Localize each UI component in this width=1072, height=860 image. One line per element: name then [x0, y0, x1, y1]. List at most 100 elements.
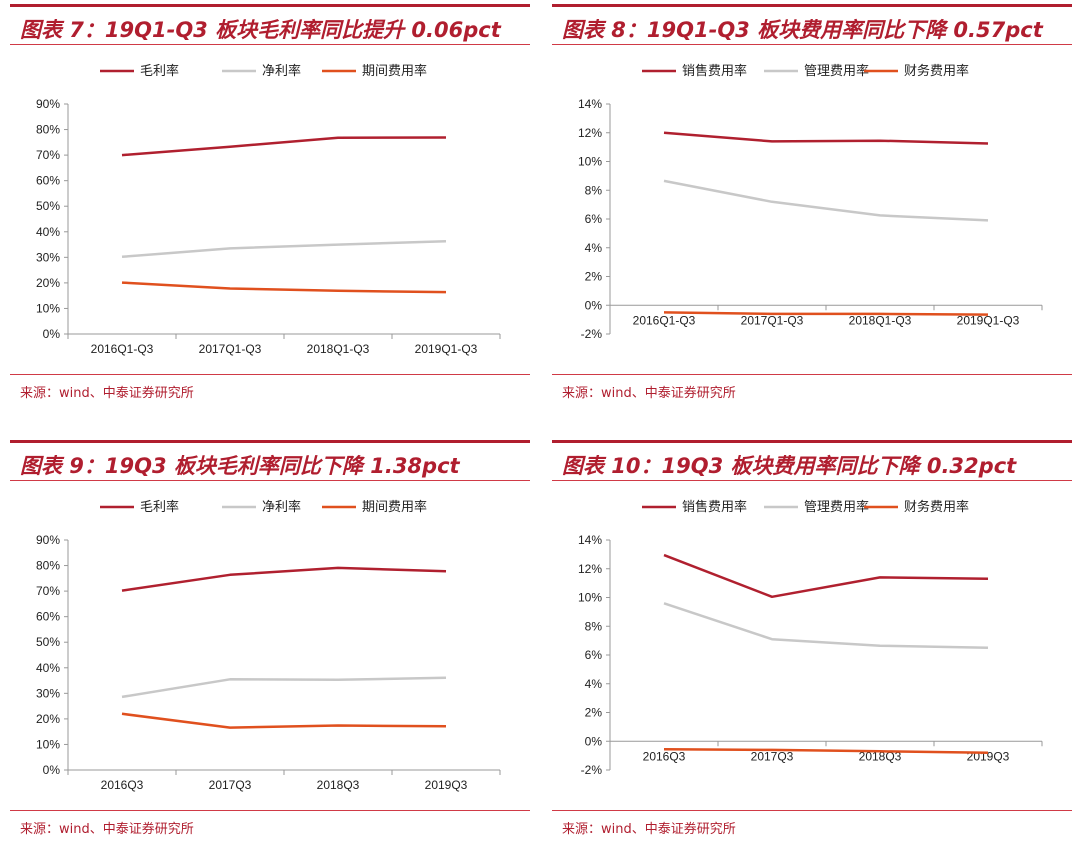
- y-tick-label: 90%: [36, 97, 60, 111]
- series-line-0: [121, 136, 447, 157]
- title-rule: [10, 480, 530, 481]
- x-tick-label-2018q3: 2018Q3: [859, 749, 902, 763]
- y-tick-label: 12%: [578, 562, 602, 576]
- legend-label-0: 销售费用率: [682, 499, 747, 515]
- source-note: 来源：wind、中泰证券研究所: [20, 386, 194, 401]
- series-line-0: [121, 566, 447, 592]
- source-rule: [552, 374, 1072, 375]
- series-line-2: [121, 712, 447, 729]
- chart-svg: 毛利率 净利率 期间费用率 0% 10% 20% 30% 40% 50% 60% 70% 80% 90%…: [36, 499, 501, 792]
- source-rule: [552, 810, 1072, 811]
- x-tick-label-2017q1-q3: 2017Q1-Q3: [199, 342, 262, 356]
- x-tick-label-2018q3: 2018Q3: [317, 778, 360, 792]
- source-note: 来源：wind、中泰证券研究所: [562, 822, 736, 837]
- panel-top-bar: [552, 440, 1072, 443]
- x-tick-label-2016q1-q3: 2016Q1-Q3: [633, 313, 696, 327]
- series-line-1: [663, 179, 989, 222]
- legend-label-1: 净利率: [262, 499, 301, 515]
- x-tick-label-2017q3: 2017Q3: [751, 749, 794, 763]
- y-tick-label: 10%: [36, 301, 60, 315]
- y-tick-label: 6%: [585, 648, 603, 662]
- series-line-1: [121, 676, 447, 699]
- y-tick-label: 10%: [578, 591, 602, 605]
- title-rule: [10, 44, 530, 45]
- y-tick-label: 4%: [585, 241, 603, 255]
- x-tick-label-2018q1-q3: 2018Q1-Q3: [307, 342, 370, 356]
- x-tick-label-2018q1-q3: 2018Q1-Q3: [849, 313, 912, 327]
- y-tick-label: 30%: [36, 686, 60, 700]
- title-rule: [552, 480, 1072, 481]
- y-tick-label: 2%: [585, 270, 603, 284]
- y-tick-label: 2%: [585, 706, 603, 720]
- legend-label-2: 期间费用率: [362, 499, 427, 515]
- x-tick-label-2019q1-q3: 2019Q1-Q3: [957, 313, 1020, 327]
- chart-title: 图表 8：19Q1-Q3 板块费用率同比下降 0.57pct: [562, 18, 1043, 42]
- y-tick-label: 80%: [36, 123, 60, 137]
- y-tick-label: 60%: [36, 174, 60, 188]
- y-tick-label: 40%: [36, 661, 60, 675]
- source-rule: [10, 374, 530, 375]
- panel-top-bar: [552, 4, 1072, 7]
- legend-label-1: 管理费用率: [804, 63, 869, 79]
- series-line-1: [663, 602, 989, 650]
- y-tick-label: 60%: [36, 610, 60, 624]
- chart-panel-7: 图表 7：19Q1-Q3 板块毛利率同比提升 0.06pct 毛利率 净利率 期间费…: [10, 4, 530, 424]
- x-tick-label-2016q3: 2016Q3: [101, 778, 144, 792]
- y-tick-label: 0%: [585, 734, 603, 748]
- x-tick-label-2016q1-q3: 2016Q1-Q3: [91, 342, 154, 356]
- chart-panel-10: 图表 10：19Q3 板块费用率同比下降 0.32pct 销售费用率 管理费用率 财…: [552, 440, 1072, 860]
- y-tick-label: 70%: [36, 584, 60, 598]
- x-tick-label-2019q3: 2019Q3: [425, 778, 468, 792]
- y-tick-label: 14%: [578, 533, 602, 547]
- panel-top-bar: [10, 440, 530, 443]
- series-line-2: [663, 747, 989, 755]
- series-line-2: [663, 311, 989, 316]
- y-tick-label: 0%: [585, 298, 603, 312]
- chart-title: 图表 9：19Q3 板块毛利率同比下降 1.38pct: [20, 454, 460, 478]
- legend-label-2: 财务费用率: [904, 63, 969, 79]
- y-tick-label: 20%: [36, 276, 60, 290]
- y-tick-label: 90%: [36, 533, 60, 547]
- series-line-1: [121, 239, 447, 259]
- y-tick-label: 20%: [36, 712, 60, 726]
- x-tick-label-2017q1-q3: 2017Q1-Q3: [741, 313, 804, 327]
- series-line-2: [121, 281, 447, 294]
- y-tick-label: 10%: [36, 737, 60, 751]
- chart-svg: 毛利率 净利率 期间费用率 0% 10% 20% 30% 40% 50% 60% 70% 80% 90%…: [36, 63, 501, 356]
- chart-panel-9: 图表 9：19Q3 板块毛利率同比下降 1.38pct 毛利率 净利率 期间费用率 0…: [10, 440, 530, 860]
- chart-svg: 销售费用率 管理费用率 财务费用率 -2% 0% 2% 4% 6% 8% 10% 12% 14% 201…: [578, 63, 1043, 341]
- y-tick-label: 6%: [585, 212, 603, 226]
- x-tick-label-2019q1-q3: 2019Q1-Q3: [415, 342, 478, 356]
- chart-panel-8: 图表 8：19Q1-Q3 板块费用率同比下降 0.57pct 销售费用率 管理费用…: [552, 4, 1072, 424]
- y-tick-label: 50%: [36, 199, 60, 213]
- chart-title: 图表 10：19Q3 板块费用率同比下降 0.32pct: [562, 454, 1017, 478]
- y-tick-label: -2%: [581, 763, 603, 777]
- y-tick-label: 70%: [36, 148, 60, 162]
- y-tick-label: 40%: [36, 225, 60, 239]
- source-note: 来源：wind、中泰证券研究所: [20, 822, 194, 837]
- legend-label-0: 毛利率: [140, 63, 179, 79]
- legend-label-1: 管理费用率: [804, 499, 869, 515]
- y-tick-label: 80%: [36, 559, 60, 573]
- y-tick-label: 8%: [585, 183, 603, 197]
- chart-svg: 销售费用率 管理费用率 财务费用率 -2% 0% 2% 4% 6% 8% 10% 12% 14% 201…: [578, 499, 1043, 777]
- legend-label-0: 销售费用率: [682, 63, 747, 79]
- source-rule: [10, 810, 530, 811]
- y-tick-label: 12%: [578, 126, 602, 140]
- y-tick-label: 50%: [36, 635, 60, 649]
- legend-label-2: 财务费用率: [904, 499, 969, 515]
- x-tick-label-2017q3: 2017Q3: [209, 778, 252, 792]
- x-tick-label-2016q3: 2016Q3: [643, 749, 686, 763]
- y-tick-label: 0%: [43, 763, 61, 777]
- chart-title: 图表 7：19Q1-Q3 板块毛利率同比提升 0.06pct: [20, 18, 501, 42]
- y-tick-label: 14%: [578, 97, 602, 111]
- source-note: 来源：wind、中泰证券研究所: [562, 386, 736, 401]
- legend-label-0: 毛利率: [140, 499, 179, 515]
- y-tick-label: 4%: [585, 677, 603, 691]
- legend-label-2: 期间费用率: [362, 63, 427, 79]
- y-tick-label: 0%: [43, 327, 61, 341]
- y-tick-label: -2%: [581, 327, 603, 341]
- panel-top-bar: [10, 4, 530, 7]
- y-tick-label: 8%: [585, 619, 603, 633]
- legend-label-1: 净利率: [262, 63, 301, 79]
